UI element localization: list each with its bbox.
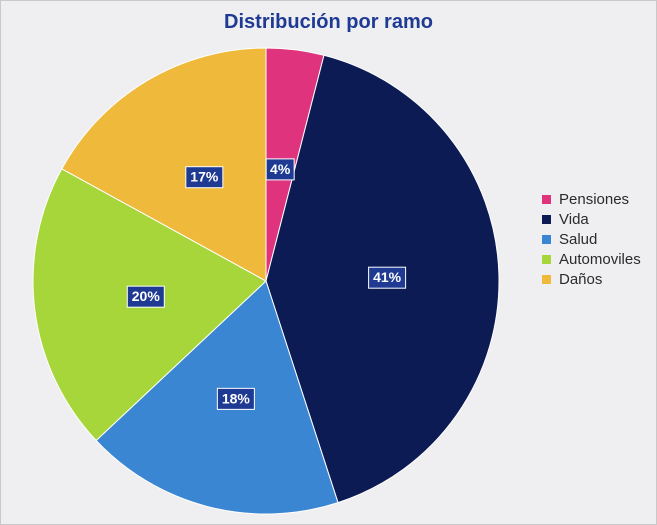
svg-text:41%: 41%	[373, 269, 402, 285]
legend-item-danos: Daños	[542, 269, 641, 289]
svg-text:17%: 17%	[190, 169, 219, 185]
legend-label: Salud	[559, 230, 598, 248]
chart-title: Distribución por ramo	[224, 11, 433, 33]
chart-legend: Pensiones Vida Salud Automoviles Daños	[542, 189, 641, 289]
legend-label: Vida	[559, 210, 589, 228]
data-label-vida: 41%	[368, 266, 407, 289]
svg-text:4%: 4%	[270, 161, 291, 177]
legend-item-pensiones: Pensiones	[542, 189, 641, 209]
legend-item-salud: Salud	[542, 229, 641, 249]
svg-text:18%: 18%	[222, 390, 251, 406]
legend-swatch	[542, 194, 551, 204]
legend-swatch	[542, 214, 551, 224]
data-label-pensiones: 4%	[265, 158, 295, 181]
legend-item-vida: Vida	[542, 209, 641, 229]
legend-swatch	[542, 254, 551, 264]
legend-item-automoviles: Automoviles	[542, 249, 641, 269]
data-label-salud: 18%	[216, 387, 255, 410]
svg-text:20%: 20%	[132, 288, 161, 304]
legend-swatch	[542, 234, 551, 244]
legend-label: Daños	[559, 270, 603, 288]
data-label-danos: 17%	[185, 166, 224, 189]
legend-swatch	[542, 274, 551, 284]
pie-slice-danos	[61, 47, 267, 282]
data-label-automoviles: 20%	[126, 285, 165, 308]
legend-label: Pensiones	[559, 190, 630, 208]
legend-label: Automoviles	[559, 250, 641, 268]
